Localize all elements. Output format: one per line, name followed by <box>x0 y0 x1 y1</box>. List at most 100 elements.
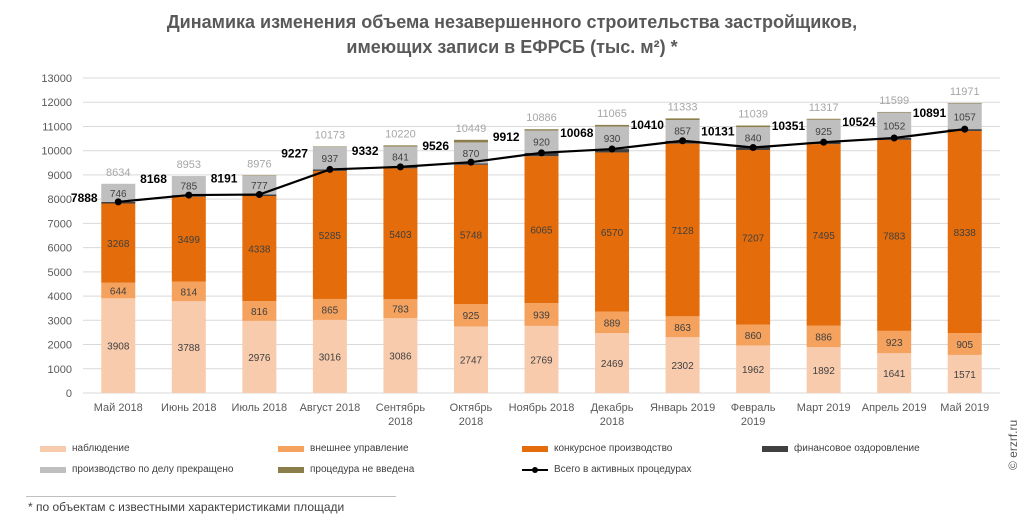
bar-segment-label: 746 <box>110 189 127 200</box>
legend-swatch <box>522 445 548 452</box>
bar-segment <box>101 282 136 299</box>
bar-segment <box>806 325 841 348</box>
line-point <box>608 145 616 153</box>
chart-title: Динамика изменения объема незавершенного… <box>0 10 1024 60</box>
bar-segment-label: 1962 <box>742 365 765 376</box>
bar-segment <box>736 345 771 393</box>
line-point-label: 10351 <box>772 119 806 133</box>
bar-segment <box>453 142 488 164</box>
bar-segment <box>524 325 559 393</box>
y-tick-label: 0 <box>66 388 72 400</box>
x-tick-label: Октябрь <box>450 402 493 414</box>
legend-label: производство по делу прекращено <box>72 464 234 475</box>
bar-segment-label: 5403 <box>389 230 412 241</box>
bar-segment <box>312 146 347 170</box>
y-tick-label: 7000 <box>48 218 72 230</box>
y-tick-label: 12000 <box>41 97 72 109</box>
bar-total-label: 11039 <box>738 109 768 121</box>
line-point-label: 10068 <box>560 126 594 140</box>
x-tick-label: Август 2018 <box>300 402 361 414</box>
x-tick-label: Май 2019 <box>940 402 989 414</box>
bar-segment <box>595 152 630 312</box>
bar-segment-label: 937 <box>322 154 339 165</box>
line-point <box>185 191 193 199</box>
bar-segment-label: 5285 <box>319 231 342 242</box>
x-tick-label: Май 2018 <box>94 402 143 414</box>
stacked-bar-chart: 0 1000 2000 3000 4000 5000 6000 7000 8000 9000 100… <box>41 73 1000 428</box>
bar-segment <box>171 176 206 196</box>
bar-segment <box>806 119 841 143</box>
bar-total-label: 11971 <box>950 86 980 98</box>
bar-segment <box>171 301 206 393</box>
bar-segment <box>312 319 347 393</box>
x-tick-label: Декабрь <box>591 402 634 414</box>
bar-segment-label: 925 <box>815 127 832 138</box>
chart-title-line-1: Динамика изменения объема незавершенного… <box>166 12 858 32</box>
line-point <box>820 138 828 146</box>
legend-label: финансовое оздоровление <box>794 443 920 454</box>
line-point <box>679 137 687 145</box>
legend-swatch <box>278 445 304 452</box>
y-tick-label: 6000 <box>48 243 72 255</box>
bar-segment-label: 1892 <box>813 366 836 377</box>
bar-segment-label: 1641 <box>883 369 906 380</box>
legend-swatch <box>762 445 788 452</box>
bar-segment <box>665 143 700 317</box>
x-tick-label: Январь 2019 <box>650 402 715 414</box>
bar-segment <box>383 299 418 319</box>
legend-label: внешнее управление <box>310 443 409 454</box>
bar-segment-label: 644 <box>110 287 127 298</box>
x-tick-label: Март 2019 <box>797 402 851 414</box>
line-point-label: 9227 <box>281 146 308 160</box>
bar-segment-label: 889 <box>604 318 621 329</box>
bar-segment-label: 870 <box>463 149 480 160</box>
bar-total-label: 8634 <box>106 167 130 179</box>
line-point-label: 10410 <box>631 118 665 132</box>
bar-total-label: 8976 <box>247 159 271 171</box>
bar-segment-label: 2469 <box>601 359 624 370</box>
bar-segment-label: 2976 <box>248 353 271 364</box>
y-tick-label: 8000 <box>48 194 72 206</box>
bar-segment <box>595 333 630 393</box>
y-tick-label: 4000 <box>48 291 72 303</box>
bar-segment <box>242 320 277 393</box>
x-tick-label: Июль 2018 <box>232 402 288 414</box>
bar-segment <box>947 102 982 104</box>
bar-segment-label: 923 <box>886 338 903 349</box>
legend-swatch <box>40 466 66 473</box>
bar-segment-label: 3499 <box>178 235 201 246</box>
bar-segment <box>665 118 700 120</box>
bar-segment <box>524 156 559 304</box>
line-point <box>749 144 757 152</box>
bar-segment-label: 840 <box>745 133 762 144</box>
bar-segment <box>101 203 136 283</box>
line-point-label: 10131 <box>701 125 735 139</box>
bar-segment <box>736 149 771 325</box>
bar-segment-label: 3016 <box>319 352 342 363</box>
chart-title-line-2: имеющих записи в ЕФРСБ (тыс. м²) * <box>346 37 678 57</box>
bar-segment-label: 5748 <box>460 230 483 241</box>
bar-segment <box>453 326 488 393</box>
bar-segment-label: 863 <box>674 323 691 334</box>
bar-segment <box>101 183 136 202</box>
bar-segment-label: 930 <box>604 134 621 145</box>
x-tick-label: Февраль <box>731 402 776 414</box>
x-tick-label: Апрель 2019 <box>862 402 927 414</box>
bar-segment <box>736 127 771 148</box>
bar-segment-label: 777 <box>251 181 268 192</box>
bar-segment-label: 785 <box>180 182 197 193</box>
bar-segment <box>312 298 347 320</box>
legend-item: наблюдение <box>40 443 130 454</box>
bar-segment <box>947 103 982 130</box>
bar-segment <box>877 112 912 138</box>
x-tick-label: Сентябрь <box>376 402 426 414</box>
bar-segment <box>877 330 912 354</box>
bar-segment-label: 1052 <box>883 121 906 132</box>
bar-segment <box>383 168 418 300</box>
legend-item: производство по делу прекращено <box>40 464 233 475</box>
bar-segment-label: 925 <box>463 311 480 322</box>
y-tick-label: 2000 <box>48 340 72 352</box>
legend-item: Всего в активных процедурах <box>522 464 691 475</box>
line-point <box>396 163 404 171</box>
bar-segment <box>877 139 912 331</box>
